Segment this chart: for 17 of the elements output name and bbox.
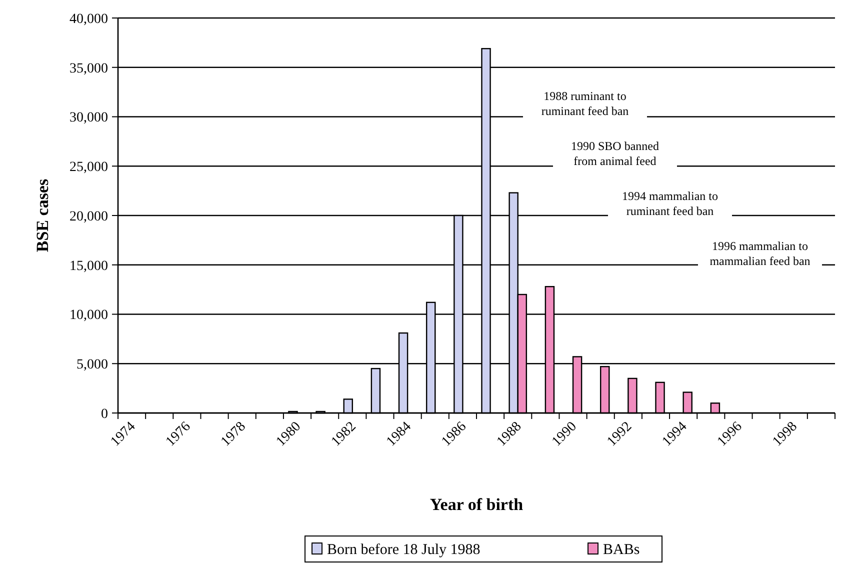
annotation: 1988 ruminant to ruminant feed ban bbox=[541, 89, 629, 118]
annotation: 1994 mammalian to ruminant feed ban bbox=[622, 189, 718, 218]
annotation: 1990 SBO banned from animal feed bbox=[571, 139, 659, 168]
y-tick-label: 35,000 bbox=[70, 61, 108, 76]
y-tick-label: 15,000 bbox=[70, 258, 108, 274]
x-axis-title: Year of birth bbox=[430, 495, 524, 514]
y-tick-label: 30,000 bbox=[70, 110, 108, 126]
y-tick-label: 0 bbox=[101, 406, 108, 422]
y-tick-label: 20,000 bbox=[70, 209, 108, 224]
y-axis-title: BSE cases bbox=[33, 178, 52, 252]
y-tick-label: 40,000 bbox=[70, 12, 108, 27]
y-tick-label: 5,000 bbox=[76, 358, 108, 373]
legend-label: Born before 18 July 1988 bbox=[327, 542, 480, 558]
annotation: 1996 mammalian to mammalian feed ban bbox=[710, 239, 810, 268]
y-tick-label: 25,000 bbox=[70, 160, 108, 176]
y-tick-label: 10,000 bbox=[70, 308, 108, 324]
legend-label: BABs bbox=[603, 542, 640, 558]
